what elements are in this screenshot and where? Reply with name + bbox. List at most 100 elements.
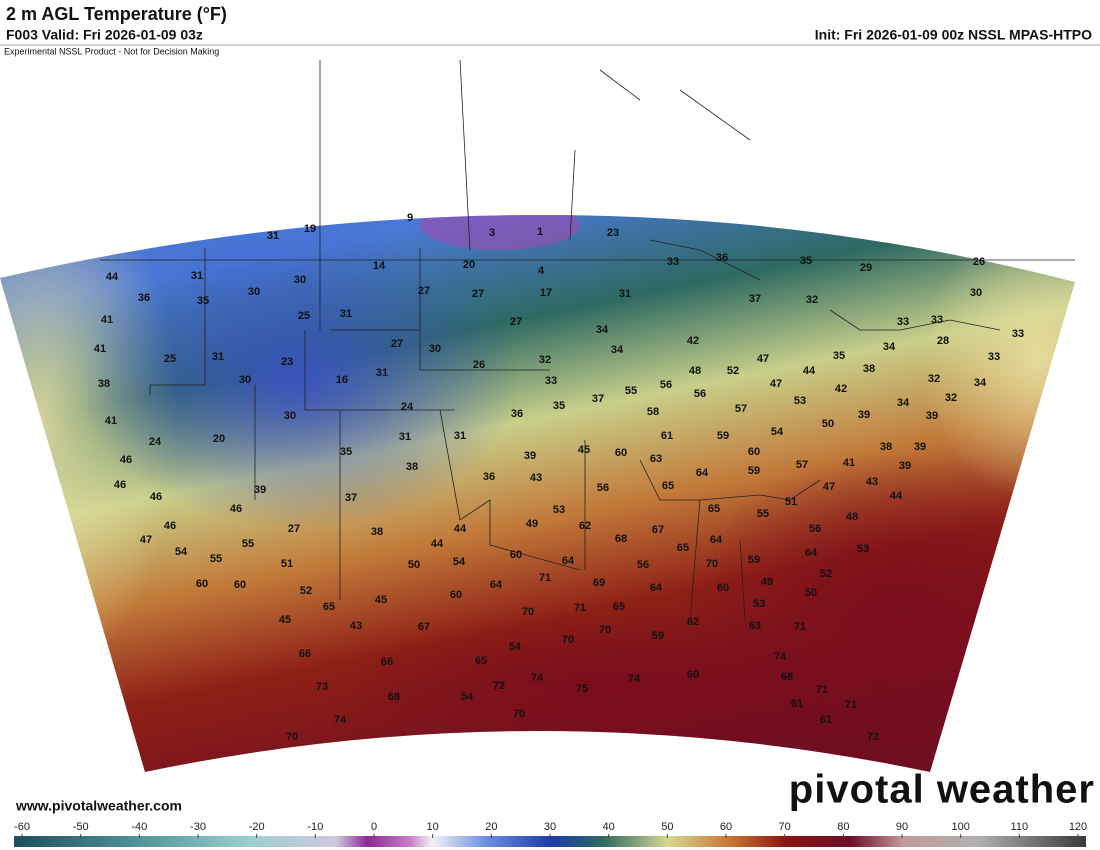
station-value: 65: [708, 503, 720, 515]
station-value: 46: [150, 491, 162, 503]
station-value: 31: [376, 367, 388, 379]
station-value: 34: [897, 397, 910, 409]
station-value: 75: [576, 683, 588, 695]
station-value: 51: [281, 558, 293, 570]
station-value: 33: [667, 256, 679, 268]
station-value: 53: [794, 395, 806, 407]
station-value: 60: [510, 549, 522, 561]
station-value: 59: [717, 430, 729, 442]
disclaimer: Experimental NSSL Product - Not for Deci…: [4, 46, 219, 56]
station-value: 37: [345, 492, 357, 504]
station-value: 56: [809, 523, 821, 535]
station-value: 16: [336, 374, 348, 386]
station-value: 39: [524, 450, 536, 462]
station-value: 59: [652, 630, 664, 642]
station-value: 38: [406, 461, 418, 473]
station-value: 29: [860, 262, 872, 274]
station-value: 53: [553, 504, 565, 516]
station-value: 33: [545, 375, 557, 387]
station-value: 24: [401, 401, 414, 413]
station-value: 31: [267, 230, 279, 242]
station-value: 49: [761, 576, 773, 588]
colorbar-tick-label: 20: [485, 821, 497, 833]
station-value: 64: [805, 547, 818, 559]
colorbar-tick-label: 110: [1011, 821, 1029, 833]
station-value: 14: [373, 260, 386, 272]
station-value: 38: [880, 441, 892, 453]
station-value: 44: [454, 523, 467, 535]
station-value: 46: [230, 503, 242, 515]
station-value: 23: [607, 227, 619, 239]
station-value: 32: [539, 354, 551, 366]
station-value: 70: [286, 731, 298, 743]
station-value: 46: [164, 520, 176, 532]
website-url[interactable]: www.pivotalweather.com: [15, 798, 182, 814]
station-value: 30: [429, 343, 441, 355]
station-value: 65: [613, 601, 625, 613]
station-value: 57: [735, 403, 747, 415]
station-value: 41: [101, 314, 113, 326]
station-value: 32: [806, 294, 818, 306]
station-value: 42: [687, 335, 699, 347]
station-value: 48: [846, 511, 858, 523]
station-value: 56: [660, 379, 672, 391]
station-value: 56: [694, 388, 706, 400]
station-value: 71: [816, 684, 828, 696]
station-value: 25: [298, 310, 310, 322]
station-value: 56: [637, 559, 649, 571]
colorbar-tick-label: -30: [190, 821, 206, 833]
station-value: 17: [540, 287, 552, 299]
field-cold-core: [420, 214, 580, 250]
station-value: 33: [1012, 328, 1024, 340]
station-value: 60: [234, 579, 246, 591]
station-value: 35: [197, 295, 209, 307]
station-value: 63: [650, 453, 662, 465]
station-value: 31: [191, 270, 203, 282]
station-value: 27: [391, 338, 403, 350]
station-value: 52: [300, 585, 312, 597]
station-value: 4: [538, 265, 545, 277]
station-value: 47: [823, 481, 835, 493]
colorbar-tick-label: 10: [427, 821, 439, 833]
colorbar-tick-label: -10: [307, 821, 323, 833]
station-value: 37: [592, 393, 604, 405]
station-value: 30: [248, 286, 260, 298]
station-value: 34: [883, 341, 896, 353]
station-value: 61: [661, 430, 673, 442]
station-value: 62: [579, 520, 591, 532]
station-value: 27: [472, 288, 484, 300]
station-value: 31: [619, 288, 631, 300]
station-value: 72: [867, 731, 879, 743]
station-value: 46: [114, 479, 126, 491]
station-value: 66: [299, 648, 311, 660]
station-value: 71: [794, 621, 806, 633]
colorbar-tick-label: 90: [896, 821, 908, 833]
boundaries: [100, 59, 1075, 621]
station-value: 60: [687, 669, 699, 681]
station-value: 36: [483, 471, 495, 483]
station-value: 34: [974, 377, 987, 389]
station-value: 39: [914, 441, 926, 453]
station-value: 27: [288, 523, 300, 535]
station-value: 70: [562, 634, 574, 646]
station-value: 64: [696, 467, 709, 479]
station-value: 60: [717, 582, 729, 594]
field-atlantic: [920, 220, 1075, 500]
station-value: 35: [833, 350, 845, 362]
station-value: 66: [381, 656, 393, 668]
station-value: 45: [375, 594, 387, 606]
init-time: Init: Fri 2026-01-09 00z NSSL MPAS-HTPO: [815, 27, 1092, 43]
station-value: 52: [727, 365, 739, 377]
station-value: 69: [593, 577, 605, 589]
station-value: 44: [803, 365, 816, 377]
station-value: 60: [748, 446, 760, 458]
colorbar-tick-label: 0: [371, 821, 377, 833]
state-lines: [100, 59, 1075, 621]
station-value: 26: [973, 256, 985, 268]
station-value: 50: [408, 559, 420, 571]
station-value: 54: [461, 691, 474, 703]
station-value: 43: [530, 472, 542, 484]
station-value: 36: [138, 292, 150, 304]
station-value: 50: [805, 587, 817, 599]
